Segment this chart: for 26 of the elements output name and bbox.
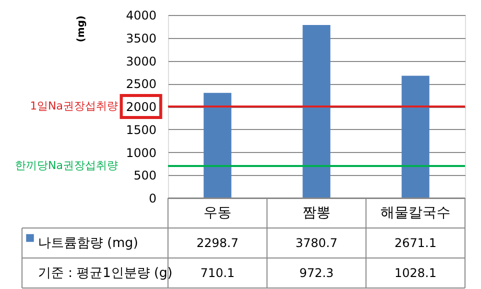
y-tick-label: 1500 [126, 122, 156, 137]
data-label: 2671.1 [394, 236, 436, 250]
y-tick-label: 0 [148, 192, 156, 206]
text: 972.3 [299, 266, 334, 280]
x-tick-label: 짬뽕 [302, 205, 330, 221]
y-tick-label: 3500 [126, 31, 156, 46]
ref-line-label: 1일Na권장섭취량 [30, 100, 118, 112]
text: 1028.1 [394, 266, 436, 280]
legend-label: 나트륨함량 (mg) [38, 236, 138, 251]
y-tick-label: 2500 [126, 77, 156, 92]
y-tick-label: 1000 [126, 146, 156, 160]
ref-line-label: 한끼당Na권장섭취량 [15, 158, 118, 172]
text: 기준 : 평균1인분량 (g) [38, 266, 172, 281]
y-tick-label: 500 [134, 168, 156, 183]
x-tick-label: 해물칼국수 [380, 205, 450, 221]
text: 710.1 [200, 266, 235, 280]
data-label: 2298.7 [196, 236, 238, 250]
bar [302, 25, 330, 198]
y-tick-label: 2000 [126, 100, 156, 114]
data-label: 3780.7 [296, 236, 338, 250]
bar [204, 92, 232, 198]
bar [402, 76, 430, 198]
y-axis-title: (mg) [76, 16, 87, 42]
x-tick-label: 우동 [204, 205, 232, 221]
y-tick-label: 4000 [126, 8, 156, 22]
y-tick-label: 3000 [126, 54, 156, 68]
